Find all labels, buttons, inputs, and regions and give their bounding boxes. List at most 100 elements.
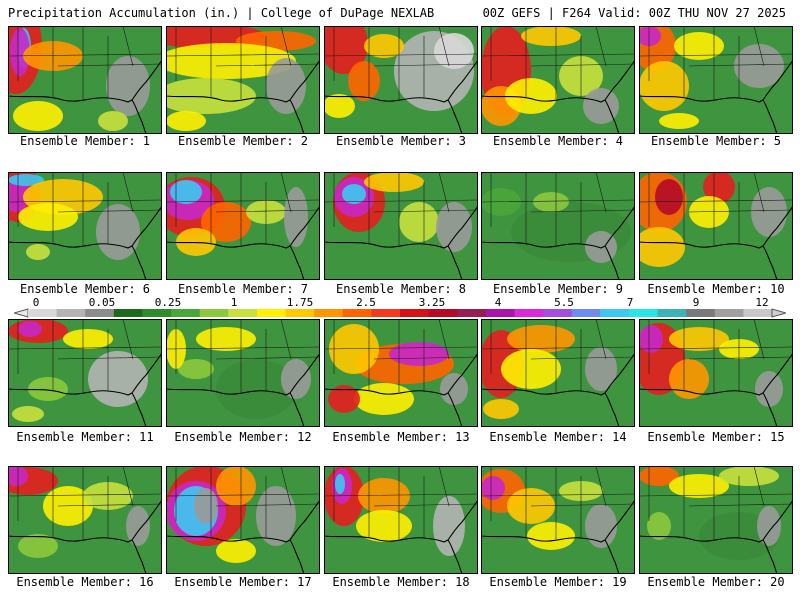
member-label: Ensemble Member: 6 <box>19 282 151 296</box>
precip-contour <box>8 174 44 186</box>
panel-border <box>166 319 320 427</box>
ensemble-panel-10 <box>639 172 793 280</box>
colorbar-segment <box>514 309 544 317</box>
precip-contour <box>527 522 575 550</box>
coastline <box>639 95 778 134</box>
state-borders <box>166 466 320 539</box>
member-label: Ensemble Member: 9 <box>492 282 624 296</box>
precip-contour <box>216 359 296 419</box>
colorbar-max-arrow <box>771 308 786 318</box>
ensemble-panel-12 <box>166 319 320 427</box>
precip-contour <box>358 478 410 514</box>
state-borders <box>166 172 320 245</box>
ensemble-panel-17 <box>166 466 320 574</box>
precip-contour <box>505 78 557 114</box>
coastline <box>481 388 620 427</box>
precip-contour <box>176 228 216 256</box>
precip-contour <box>521 26 581 46</box>
coastline <box>8 241 147 280</box>
ensemble-panel-13 <box>324 319 478 427</box>
panel-border <box>324 172 478 280</box>
coastline <box>447 352 478 394</box>
precip-map <box>324 172 478 280</box>
ensemble-panel-6 <box>8 172 162 280</box>
precip-contour <box>194 488 218 524</box>
precip-contour <box>18 534 58 558</box>
precip-contour <box>364 172 424 192</box>
member-label: Ensemble Member: 19 <box>489 575 627 589</box>
colorbar-segment <box>371 309 401 317</box>
coastline <box>131 352 162 394</box>
coastline <box>639 388 778 427</box>
colorbar-tick-label: 5.5 <box>554 296 574 309</box>
ensemble-panel-11 <box>8 319 162 427</box>
colorbar-segment <box>485 309 515 317</box>
coastline <box>324 241 463 280</box>
coastline <box>481 241 620 280</box>
precip-contour <box>335 474 345 494</box>
precip-contour <box>389 342 449 366</box>
state-borders <box>481 26 635 99</box>
coastline <box>762 499 793 541</box>
member-label: Ensemble Member: 18 <box>332 575 470 589</box>
precip-contour <box>354 383 414 415</box>
colorbar-segment <box>113 309 143 317</box>
coastline <box>604 205 635 247</box>
precip-contour <box>719 466 779 486</box>
precip-map <box>166 172 320 280</box>
coastline <box>166 535 305 574</box>
colorbar-segment <box>628 309 659 317</box>
precip-contour <box>757 506 781 546</box>
precip-contour <box>689 196 729 228</box>
panel-border <box>8 26 162 134</box>
precip-contour <box>647 512 671 540</box>
precip-map <box>481 172 635 280</box>
colorbar-segment <box>457 309 487 317</box>
precip-contour <box>284 187 308 247</box>
precip-contour <box>533 192 569 212</box>
precip-contour <box>328 385 360 413</box>
state-borders <box>639 466 793 539</box>
colorbar-segment <box>228 309 258 317</box>
coastline <box>639 535 778 574</box>
colorbar-segment <box>199 309 229 317</box>
state-borders <box>8 319 162 392</box>
ensemble-panel-14 <box>481 319 635 427</box>
state-borders <box>639 172 793 245</box>
precip-contour <box>196 327 256 351</box>
colorbar-tick-label: 4 <box>495 296 502 309</box>
member-label: Ensemble Member: 10 <box>647 282 785 296</box>
precip-contour <box>166 111 206 131</box>
panel-border <box>639 26 793 134</box>
precip-contour <box>106 56 150 116</box>
panel-border <box>166 26 320 134</box>
precip-contour <box>659 113 699 129</box>
state-borders <box>481 466 635 539</box>
ensemble-panel-5 <box>639 26 793 134</box>
precip-contour <box>674 32 724 60</box>
ensemble-panel-19 <box>481 466 635 574</box>
precip-contour <box>178 359 214 379</box>
precip-contour <box>703 172 735 203</box>
panel-border <box>166 172 320 280</box>
precip-contour <box>585 347 617 391</box>
precip-contour <box>751 187 787 237</box>
precip-contour <box>216 466 256 506</box>
coastline <box>324 535 463 574</box>
coastline <box>131 499 162 541</box>
ensemble-panel-20 <box>639 466 793 574</box>
precip-map <box>481 319 635 427</box>
precip-contour <box>13 101 63 131</box>
precip-contour <box>166 43 296 79</box>
precip-contour <box>639 26 661 46</box>
coastline <box>8 388 147 427</box>
coastline <box>481 95 620 134</box>
precip-contour <box>329 324 379 374</box>
precip-map <box>639 466 793 574</box>
member-label: Ensemble Member: 7 <box>177 282 309 296</box>
state-borders <box>8 172 162 245</box>
member-label: Ensemble Member: 13 <box>332 430 470 444</box>
precip-contour <box>639 325 663 353</box>
coastline <box>8 95 147 134</box>
precip-contour <box>18 321 42 337</box>
